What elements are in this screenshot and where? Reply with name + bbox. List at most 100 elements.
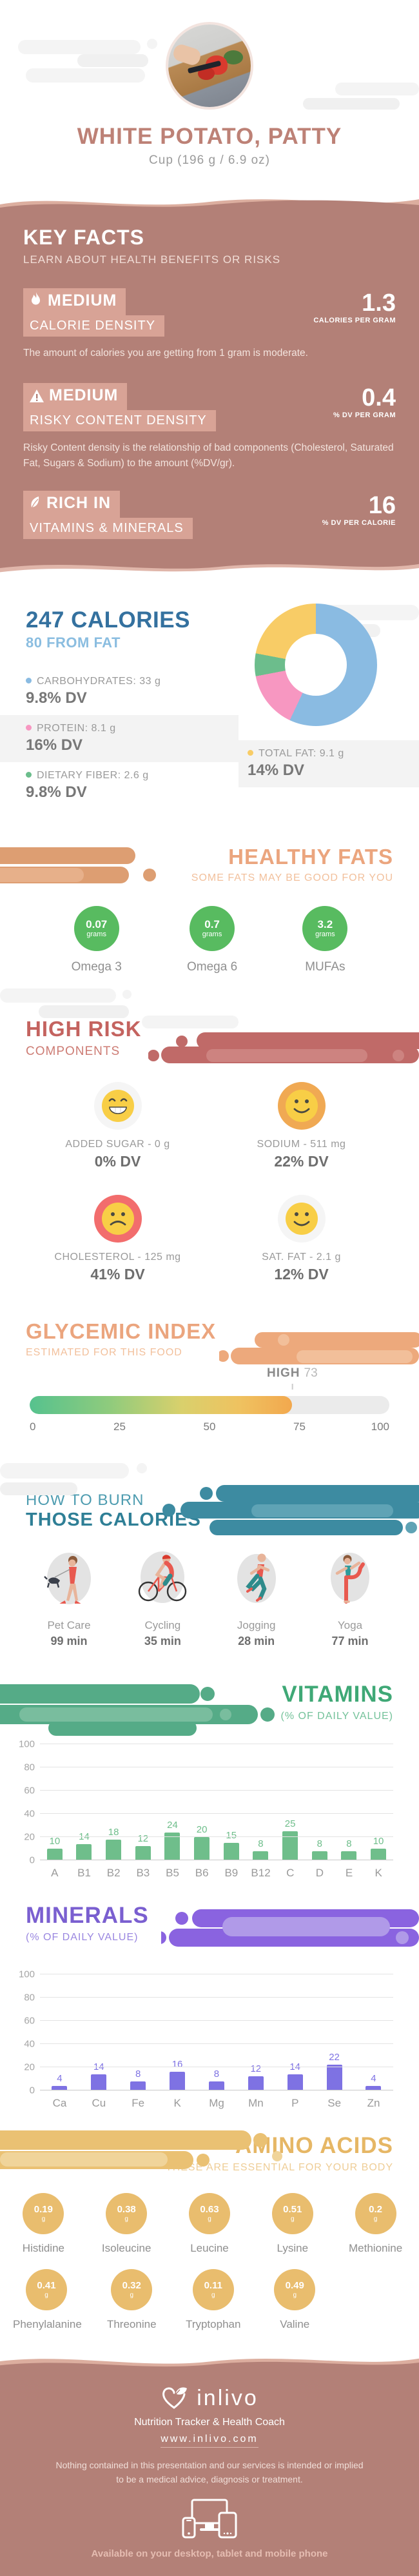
bar-value-label: 20 bbox=[196, 1824, 208, 1836]
glycemic-gauge-fill bbox=[30, 1396, 293, 1415]
serving-size: Cup (196 g / 6.9 oz) bbox=[149, 153, 270, 167]
x-tick-label: D bbox=[315, 1867, 324, 1880]
protein-bullet-icon bbox=[26, 725, 32, 731]
deco-blob bbox=[77, 54, 148, 67]
activity-pet-care: Pet Care 99 min bbox=[27, 1549, 111, 1648]
leaf-icon bbox=[30, 496, 41, 515]
x-tick-label: Fe bbox=[132, 2097, 145, 2110]
vitamins-subtitle: (% OF DAILY VALUE) bbox=[280, 1711, 393, 1722]
bar bbox=[208, 2081, 224, 2091]
x-tick-label: B1 bbox=[77, 1867, 91, 1880]
inlivo-logo-icon bbox=[162, 2387, 188, 2409]
bar bbox=[365, 2085, 382, 2091]
deco-blob-gold bbox=[0, 2130, 282, 2170]
x-tick-label: B2 bbox=[106, 1867, 121, 1880]
minerals-title: MINERALS bbox=[26, 1903, 149, 1929]
burn-calories-section: HOW TO BURN THOSE CALORIES Pet Care 99 m… bbox=[0, 1457, 419, 1665]
bar-E: 8 bbox=[341, 1744, 357, 1861]
website-link[interactable]: www.inlivo.com bbox=[161, 2433, 258, 2448]
grin-face-icon bbox=[93, 1082, 142, 1130]
gridline bbox=[40, 1813, 393, 1814]
gridline bbox=[40, 1997, 393, 1998]
deco-blob bbox=[0, 1463, 129, 1479]
x-tick-label: P bbox=[291, 2097, 299, 2110]
bar-B6: 20 bbox=[194, 1744, 210, 1861]
amino-acids-section: AMINO ACIDS THESE ARE ESSENTIAL FOR YOUR… bbox=[0, 2116, 419, 2350]
food-photo bbox=[168, 25, 251, 107]
glycemic-gauge bbox=[30, 1396, 389, 1415]
y-tick-label: 80 bbox=[24, 1762, 35, 1773]
y-axis: 0 20 40 60 80 100 bbox=[12, 1969, 40, 2096]
legend-fiber: DIETARY FIBER: 2.6 g 9.8% DV bbox=[26, 762, 239, 809]
bar bbox=[253, 1851, 269, 1861]
omega3-circle: 0.07 grams bbox=[69, 902, 124, 952]
bar-D: 8 bbox=[311, 1744, 327, 1861]
bar-value-label: 12 bbox=[250, 2063, 262, 2075]
bar-value-label: 10 bbox=[373, 1836, 384, 1847]
activity-cycling: Cycling 35 min bbox=[121, 1549, 204, 1648]
fact-risky-density: MEDIUM RISKY CONTENT DENSITY 0.4 % DV PE… bbox=[23, 383, 396, 432]
bar-value-label: 16 bbox=[171, 2059, 183, 2070]
gridline bbox=[40, 2020, 393, 2021]
amino-threonine: 0.32 g Threonine bbox=[102, 2266, 162, 2331]
warning-icon bbox=[30, 388, 44, 407]
availability-note: Available on your desktop, tablet and mo… bbox=[91, 2548, 328, 2559]
footer-section: inlivo Nutrition Tracker & Health Coach … bbox=[0, 2373, 419, 2576]
bar bbox=[341, 1851, 357, 1861]
fact-unit: % DV PER GRAM bbox=[333, 411, 396, 420]
y-tick-label: 0 bbox=[29, 1854, 35, 1866]
bar-A: 10 bbox=[46, 1744, 63, 1861]
y-tick-label: 0 bbox=[29, 2085, 35, 2096]
bar-value-label: 18 bbox=[108, 1826, 119, 1838]
bar-value-label: 8 bbox=[317, 1838, 322, 1849]
bar-value-label: 10 bbox=[49, 1836, 61, 1847]
carb-bullet-icon bbox=[26, 678, 32, 684]
bar-value-label: 4 bbox=[371, 2072, 376, 2084]
fact-value: 16 bbox=[368, 492, 396, 520]
amino-methionine: 0.2 g Methionine bbox=[345, 2190, 406, 2255]
deco-blob bbox=[303, 98, 400, 110]
wave-divider-top bbox=[0, 199, 419, 213]
deco-blob-green bbox=[0, 1684, 275, 1736]
glycemic-scale: 0 25 50 75 100 bbox=[30, 1421, 389, 1433]
bar-Cu: 14 bbox=[91, 1974, 107, 2091]
mufas-circle: 3.2 grams bbox=[298, 902, 353, 952]
calories-title: 247 CALORIES bbox=[26, 607, 190, 633]
fiber-bullet-icon bbox=[26, 772, 32, 778]
deco-blob bbox=[142, 1016, 239, 1029]
bar-value-label: 8 bbox=[346, 1838, 352, 1849]
y-tick-label: 20 bbox=[24, 2061, 35, 2073]
x-tick-label: Se bbox=[327, 2097, 342, 2110]
carb-dv: 9.8% DV bbox=[26, 689, 87, 707]
key-facts-subtitle: LEARN ABOUT HEALTH BENEFITS OR RISKS bbox=[23, 253, 281, 266]
amino-valine: 0.49 g Valine bbox=[265, 2266, 325, 2331]
deco-blob bbox=[26, 68, 145, 83]
y-tick-label: 40 bbox=[24, 2038, 35, 2050]
risk-added-sugar: ADDED SUGAR - 0 g 0% DV bbox=[26, 1082, 210, 1170]
y-axis: 0 20 40 60 80 100 bbox=[12, 1739, 40, 1866]
brand-name: inlivo bbox=[197, 2385, 258, 2410]
x-tick-label: K bbox=[173, 2097, 181, 2110]
bar-value-label: 22 bbox=[329, 2052, 340, 2063]
x-tick-label: B9 bbox=[224, 1867, 239, 1880]
deco-blob-orange bbox=[0, 847, 156, 884]
y-tick-label: 60 bbox=[24, 2015, 35, 2027]
healthy-fats-subtitle: SOME FATS MAY BE GOOD FOR YOU bbox=[191, 872, 393, 884]
bar-B3: 12 bbox=[135, 1744, 151, 1861]
legend-carbohydrates: CARBOHYDRATES: 33 g 9.8% DV bbox=[26, 668, 239, 715]
yoga-icon bbox=[330, 1553, 369, 1604]
bar-value-label: 12 bbox=[137, 1833, 149, 1845]
amino-phenylalanine: 0.41 g Phenylalanine bbox=[13, 2266, 82, 2331]
activity-yoga: Yoga 77 min bbox=[308, 1549, 392, 1648]
gridline bbox=[40, 1836, 393, 1838]
bar-K: 10 bbox=[371, 1744, 387, 1861]
fact-level: RICH IN bbox=[46, 494, 112, 513]
high-risk-subtitle: COMPONENTS bbox=[26, 1045, 121, 1059]
fact-level: MEDIUM bbox=[48, 291, 117, 310]
vitamins-bar-chart: 0 20 40 60 80 100 10 14 18 12 24 20 15 8 25 8 8 10 bbox=[12, 1739, 393, 1866]
bar bbox=[194, 1837, 210, 1861]
x-tick-label: B5 bbox=[166, 1867, 179, 1880]
glycemic-marker: HIGH 73 bbox=[267, 1366, 318, 1390]
omega6-circle: 0.7 grams bbox=[185, 902, 240, 952]
footer-disclaimer: Nothing contained in this presentation a… bbox=[55, 2460, 364, 2485]
